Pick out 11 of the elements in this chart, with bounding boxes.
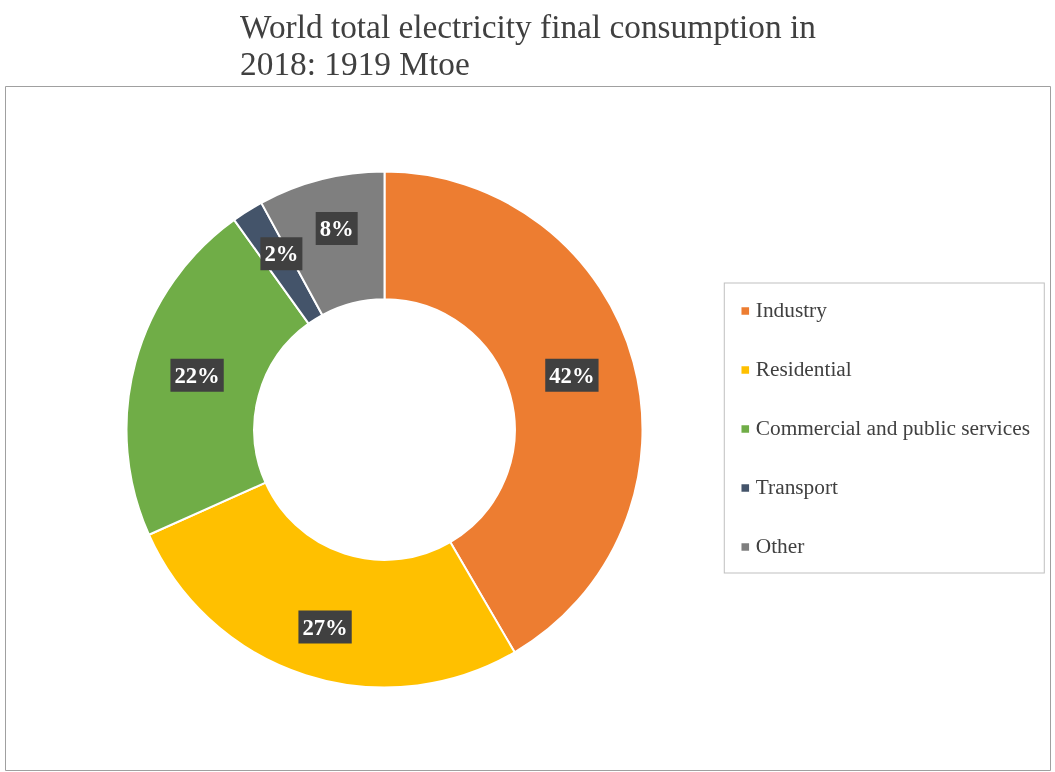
data-label: 27%	[302, 614, 348, 640]
data-label: 22%	[174, 362, 220, 388]
data-label: 2%	[264, 241, 299, 267]
legend-label: Residential	[755, 356, 852, 382]
data-label: 8%	[319, 215, 354, 241]
legend-label: Transport	[755, 474, 838, 500]
chart-title: World total electricity final consumption in 2018: 1919 Mtoe	[240, 7, 817, 82]
legend-label: Industry	[755, 297, 827, 323]
legend-label: Commercial and public services	[755, 415, 1030, 441]
data-label: 42%	[549, 362, 595, 388]
legend-label: Other	[755, 533, 805, 559]
